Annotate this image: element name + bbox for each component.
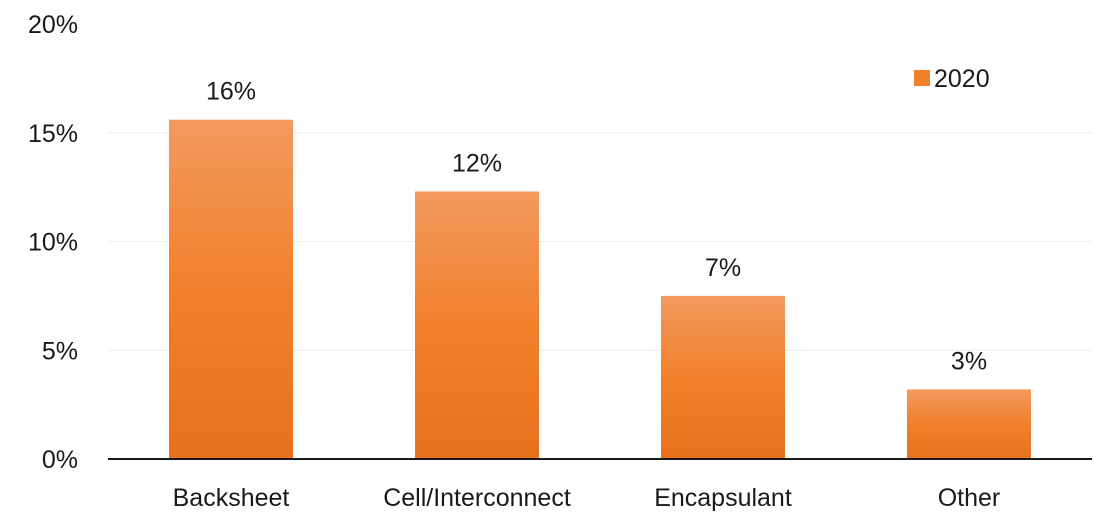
bar bbox=[169, 119, 293, 459]
y-axis-tick-labels: 0% 5% 10% 15% 20% bbox=[28, 11, 78, 474]
category-label: Encapsulant bbox=[654, 484, 792, 512]
data-label: 7% bbox=[705, 254, 741, 282]
bar bbox=[661, 295, 785, 459]
data-labels: 16% 12% 7% 3% bbox=[206, 78, 987, 376]
category-label: Backsheet bbox=[173, 484, 290, 512]
y-tick-label: 20% bbox=[28, 11, 78, 39]
data-label: 16% bbox=[206, 78, 256, 106]
y-tick-label: 15% bbox=[28, 120, 78, 148]
bar bbox=[907, 389, 1031, 459]
category-label: Cell/Interconnect bbox=[383, 484, 571, 512]
legend-label-2020: 2020 bbox=[934, 65, 990, 93]
y-tick-label: 5% bbox=[42, 337, 78, 365]
legend-swatch bbox=[914, 70, 930, 86]
legend: 2020 bbox=[914, 65, 990, 93]
data-label: 12% bbox=[452, 149, 502, 177]
bar bbox=[415, 191, 539, 459]
category-label: Other bbox=[938, 484, 1001, 512]
bars bbox=[169, 119, 1031, 459]
y-tick-label: 10% bbox=[28, 229, 78, 257]
x-axis-category-labels: Backsheet Cell/Interconnect Encapsulant Oth… bbox=[173, 484, 1001, 512]
y-tick-label: 0% bbox=[42, 446, 78, 474]
data-label: 3% bbox=[951, 347, 987, 375]
